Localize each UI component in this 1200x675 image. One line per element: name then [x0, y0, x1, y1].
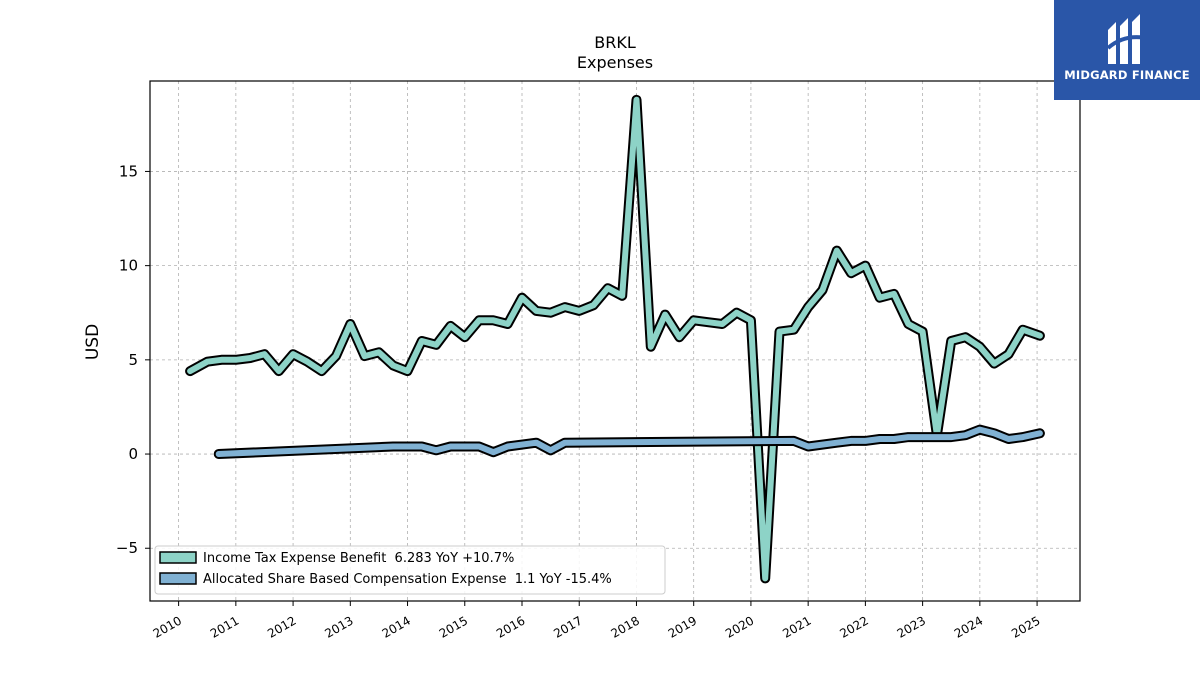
chart-subtitle: Expenses: [577, 53, 653, 72]
x-axis-ticks: 2010 2011 2012 2013 2014 2015 2016 2017 2018 2019…: [151, 601, 1043, 641]
brand-logo: MIDGARD FINANCE: [1054, 0, 1200, 100]
x-tick-label: 2016: [494, 613, 527, 640]
legend: Income Tax Expense Benefit 6.283 YoY +10…: [154, 545, 666, 595]
series-lines: [185, 94, 1045, 584]
x-tick-label: 2023: [895, 613, 928, 640]
legend-label-share-comp: Allocated Share Based Compensation Expen…: [203, 572, 612, 587]
y-tick-label: 5: [128, 351, 138, 369]
x-tick-label: 2011: [208, 613, 241, 640]
grid-lines: [150, 81, 1080, 601]
x-tick-label: 2022: [837, 613, 870, 640]
x-tick-label: 2014: [380, 613, 413, 640]
logo-mark-icon: [1106, 14, 1147, 64]
plot-frame: [149, 80, 1081, 602]
series-line-share-comp: [215, 426, 1043, 457]
y-tick-label: 0: [128, 445, 138, 463]
x-tick-label: 2012: [265, 613, 298, 640]
x-tick-label: 2024: [952, 613, 985, 640]
chart-title: BRKL: [594, 33, 636, 52]
y-tick-label: 15: [119, 162, 138, 180]
series-line-income-tax: [187, 96, 1043, 582]
x-tick-label: 2017: [551, 613, 584, 640]
x-tick-label: 2019: [666, 613, 699, 640]
x-tick-label: 2021: [780, 613, 813, 640]
legend-swatch-share-comp: [159, 572, 197, 585]
brand-name: MIDGARD FINANCE: [1064, 68, 1190, 82]
y-tick-label: −5: [116, 539, 138, 557]
x-tick-label: 2025: [1009, 613, 1042, 640]
x-tick-label: 2013: [322, 613, 355, 640]
legend-swatch-income-tax: [159, 551, 197, 564]
legend-box: [154, 545, 666, 595]
x-tick-label: 2010: [151, 613, 184, 640]
x-tick-label: 2018: [609, 613, 642, 640]
legend-label-income-tax: Income Tax Expense Benefit 6.283 YoY +10…: [203, 551, 514, 566]
y-tick-label: 10: [119, 257, 138, 275]
x-tick-label: 2015: [437, 613, 470, 640]
y-axis-ticks: −5 0 5 10 15: [116, 162, 150, 557]
x-tick-label: 2020: [723, 613, 756, 640]
y-axis-label: USD: [83, 324, 103, 360]
